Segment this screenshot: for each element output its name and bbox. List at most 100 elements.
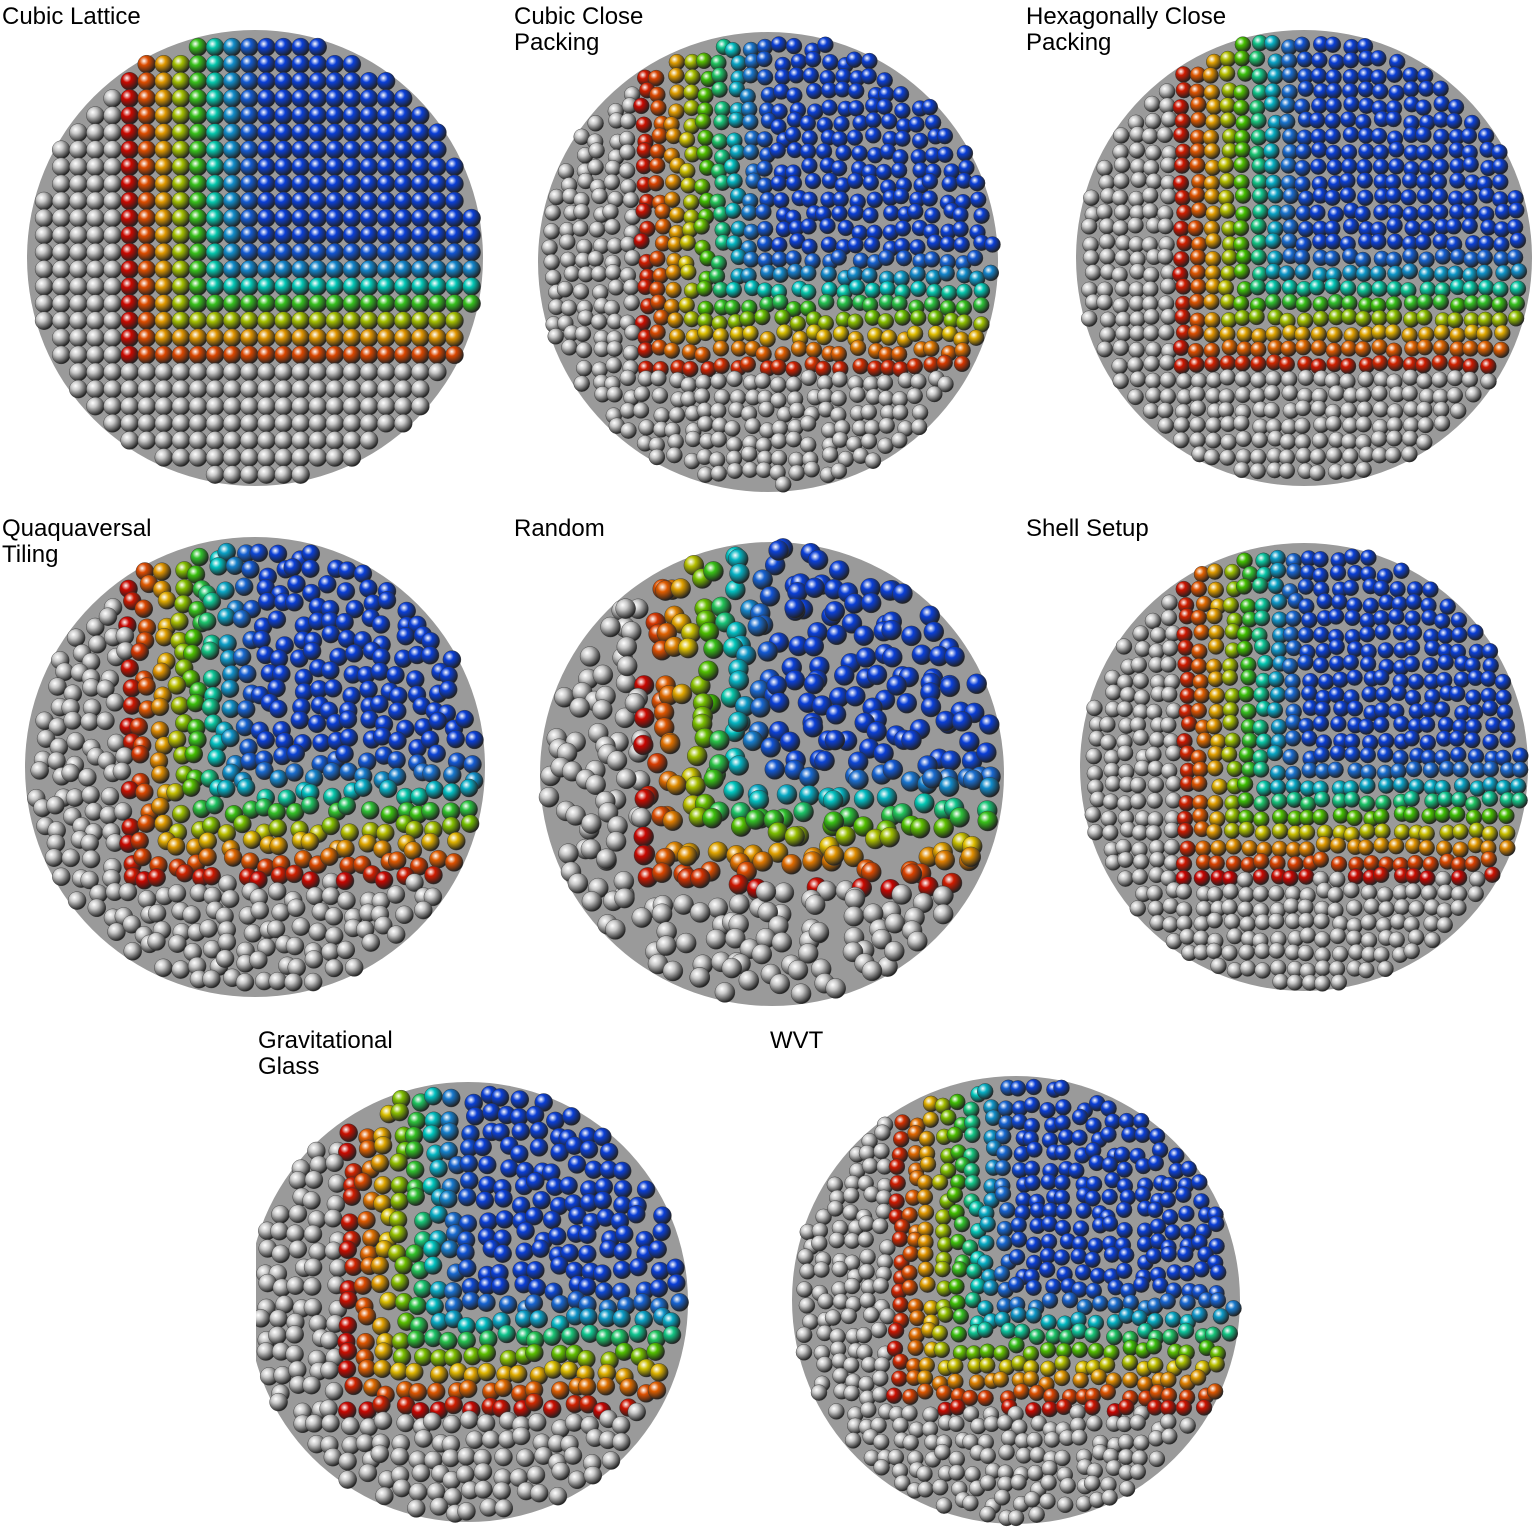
particle — [1465, 689, 1482, 706]
particle — [1146, 1312, 1164, 1330]
particle — [949, 807, 970, 828]
particle — [1360, 932, 1378, 949]
particle — [653, 407, 670, 424]
particle — [376, 89, 396, 108]
particle — [1268, 942, 1285, 959]
particle — [1386, 430, 1403, 447]
particle — [1204, 188, 1221, 205]
particle — [274, 89, 293, 108]
particle — [182, 905, 201, 924]
particle — [52, 243, 71, 262]
particle — [1071, 1129, 1088, 1146]
particle — [1146, 885, 1163, 902]
sphere-particle-render — [792, 1076, 1242, 1527]
particle — [355, 1433, 375, 1453]
particle — [308, 89, 327, 108]
particle — [445, 157, 464, 177]
particle — [342, 225, 362, 245]
particle — [120, 659, 139, 678]
particle — [996, 1234, 1013, 1252]
particle — [1007, 1509, 1025, 1527]
particle — [359, 680, 378, 699]
particle — [325, 431, 344, 450]
particle — [815, 143, 833, 160]
particle — [1190, 201, 1208, 219]
particle — [1111, 358, 1128, 375]
particle — [462, 225, 481, 245]
particle — [240, 174, 259, 194]
particle — [1325, 97, 1342, 114]
particle — [723, 158, 741, 175]
particle — [1101, 1215, 1119, 1232]
particle — [408, 1482, 428, 1502]
particle — [1071, 1429, 1088, 1446]
particle — [891, 295, 908, 312]
particle — [1359, 823, 1376, 840]
particle — [1278, 265, 1295, 282]
particle — [1134, 1186, 1151, 1203]
particle — [902, 1434, 919, 1451]
panel-title: Shell Setup — [1026, 515, 1149, 542]
particle — [662, 810, 684, 831]
particle — [891, 432, 908, 449]
particle — [864, 282, 881, 299]
particle — [445, 191, 464, 211]
particle — [291, 157, 310, 177]
particle — [560, 299, 578, 317]
particle — [649, 324, 666, 341]
particle — [405, 1244, 424, 1263]
particle — [806, 82, 823, 100]
particle — [825, 704, 847, 725]
particle — [1144, 612, 1162, 630]
particle — [916, 1465, 933, 1482]
particle — [353, 1172, 373, 1192]
particle — [620, 422, 637, 439]
particle — [769, 692, 790, 713]
particle — [923, 251, 941, 268]
particle — [1055, 1202, 1072, 1220]
particle — [359, 89, 379, 108]
particle — [171, 140, 191, 159]
particle — [1296, 129, 1313, 146]
particle — [325, 208, 344, 228]
particle — [951, 711, 973, 732]
particle — [842, 1187, 860, 1204]
panel-cubic-close-packing: Cubic Close Packing — [512, 0, 1024, 512]
particle — [1160, 1413, 1177, 1431]
particle — [1010, 1474, 1027, 1491]
particle — [481, 1430, 501, 1449]
particle — [685, 776, 706, 797]
particle — [1356, 281, 1374, 299]
particle — [120, 157, 139, 177]
particle — [240, 448, 259, 467]
particle — [1509, 280, 1527, 297]
particle — [337, 891, 356, 910]
particle — [1219, 97, 1236, 114]
particle — [147, 868, 166, 887]
sphere-particle-render — [25, 537, 485, 997]
particle — [788, 464, 805, 481]
particle — [601, 1451, 621, 1470]
particle — [1355, 386, 1372, 404]
particle — [1270, 593, 1288, 611]
particle — [1238, 686, 1255, 703]
particle — [1293, 36, 1311, 53]
particle — [1098, 1356, 1116, 1374]
particle — [1372, 144, 1389, 161]
particle — [337, 1401, 357, 1420]
particle — [1096, 159, 1113, 177]
particle — [291, 191, 310, 211]
particle — [342, 157, 362, 177]
particle — [302, 641, 322, 661]
particle — [1506, 218, 1524, 236]
particle — [803, 461, 820, 478]
particle — [422, 1124, 441, 1144]
particle — [376, 208, 396, 228]
particle — [1388, 838, 1405, 855]
particle — [137, 814, 156, 833]
particle — [551, 1294, 570, 1314]
particle — [935, 1497, 953, 1514]
particle — [1433, 701, 1451, 718]
particle — [1339, 357, 1357, 375]
particle — [1113, 172, 1130, 190]
